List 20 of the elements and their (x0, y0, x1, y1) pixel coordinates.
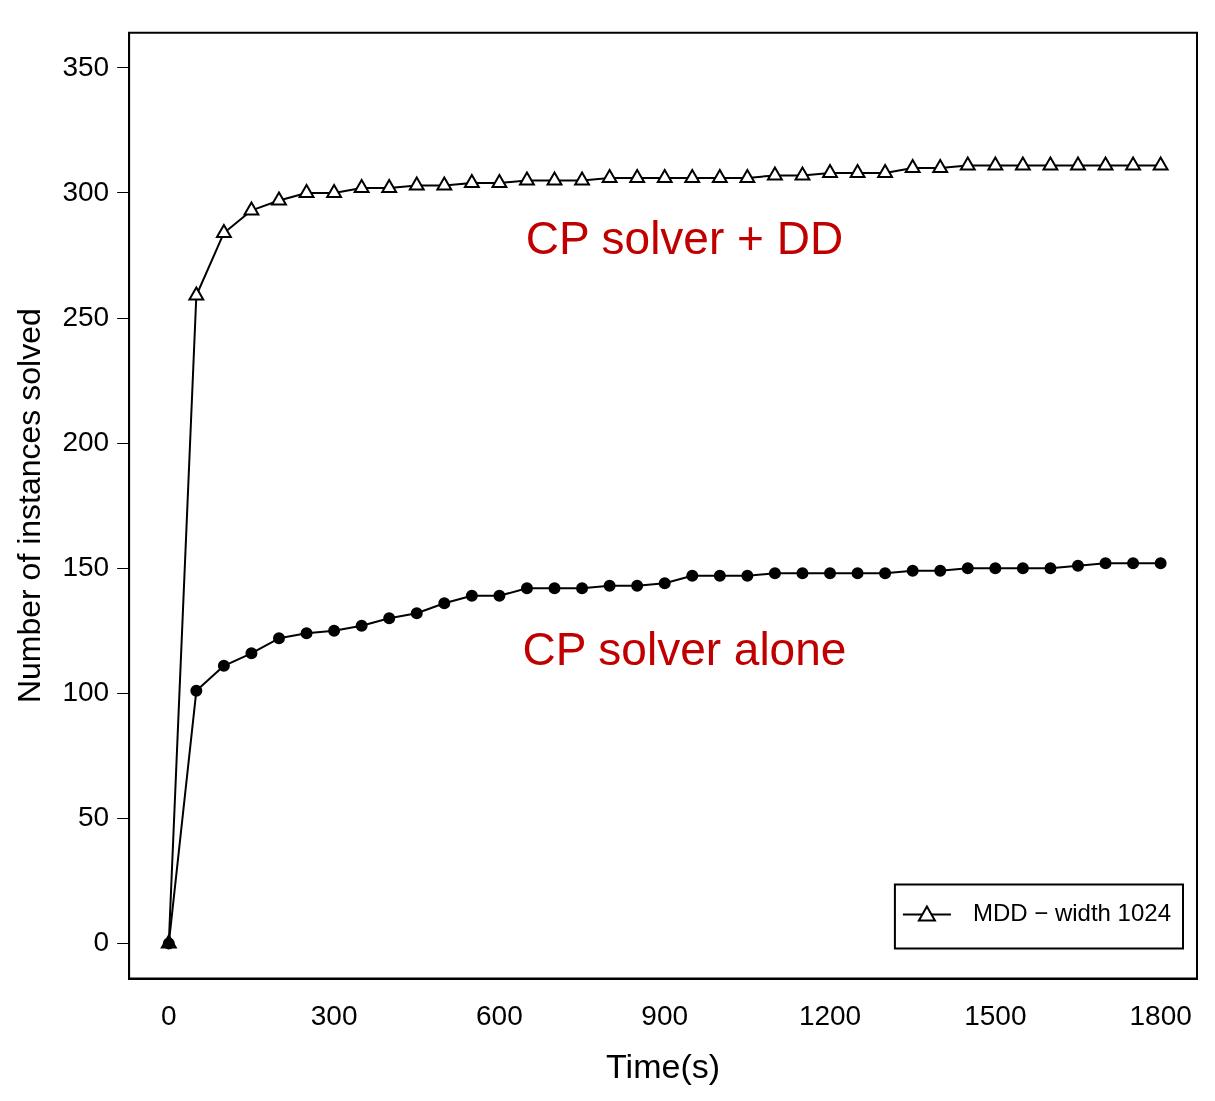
y-tick-label: 150 (62, 550, 110, 582)
x-tick-label: 600 (476, 1000, 523, 1032)
y-tick-label: 300 (62, 175, 110, 207)
annotation: CP solver + DD (525, 211, 844, 264)
x-tick-label: 1500 (964, 1000, 1027, 1032)
annotation: CP solver alone (522, 622, 847, 675)
x-tick-label: 0 (161, 1000, 177, 1032)
y-tick-label: 200 (62, 425, 110, 457)
y-axis-title: Number of instances solved (11, 308, 48, 704)
y-tick-label: 100 (62, 676, 110, 708)
y-tick-label: 250 (62, 300, 110, 332)
x-axis-title: Time(s) (606, 1046, 721, 1085)
y-tick-label: 50 (77, 801, 110, 833)
x-tick-label: 300 (310, 1000, 358, 1032)
x-tick-label: 1200 (798, 1000, 862, 1032)
x-tick-label: 900 (641, 1000, 689, 1032)
legend-label: MDD − width 1024 (972, 899, 1171, 927)
y-tick-label: 0 (93, 926, 110, 958)
y-tick-label: 350 (62, 50, 110, 82)
x-tick-label: 1800 (1129, 1000, 1192, 1032)
